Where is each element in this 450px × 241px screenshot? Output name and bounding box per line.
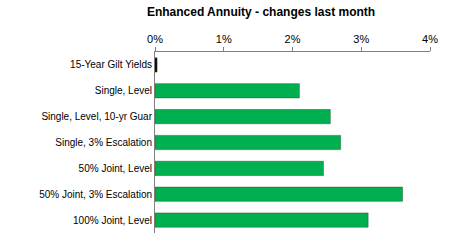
svg-text:3%: 3% <box>353 33 369 45</box>
svg-text:Enhanced Annuity - changes las: Enhanced Annuity - changes last month <box>147 5 375 19</box>
svg-text:50% Joint, Level: 50% Joint, Level <box>79 163 152 174</box>
svg-text:15-Year Gilt Yields: 15-Year Gilt Yields <box>70 59 152 70</box>
svg-text:4%: 4% <box>422 33 438 45</box>
svg-text:100% Joint, Level: 100% Joint, Level <box>73 215 152 226</box>
svg-text:Single, Level: Single, Level <box>95 85 152 96</box>
svg-text:0%: 0% <box>147 33 163 45</box>
svg-text:2%: 2% <box>285 33 301 45</box>
svg-text:1%: 1% <box>216 33 232 45</box>
svg-text:Single, 3% Escalation: Single, 3% Escalation <box>55 137 152 148</box>
svg-text:Single, Level, 10-yr Guar: Single, Level, 10-yr Guar <box>41 111 152 122</box>
svg-text:50% Joint, 3% Escalation: 50% Joint, 3% Escalation <box>39 189 152 200</box>
